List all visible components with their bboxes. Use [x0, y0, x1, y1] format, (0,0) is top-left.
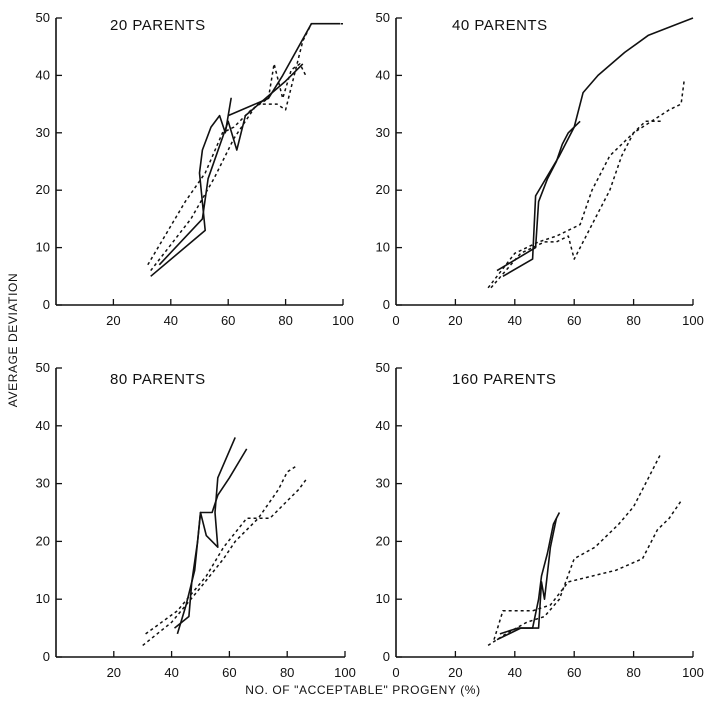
- series-line-dashed-3: [490, 81, 685, 289]
- y-tick-label: 10: [36, 591, 50, 606]
- x-tick-label: 60: [567, 665, 581, 680]
- y-tick-label: 40: [36, 418, 50, 433]
- y-tick-label: 30: [376, 476, 390, 491]
- series-line-solid-1: [496, 512, 561, 641]
- x-tick-label: 60: [222, 665, 236, 680]
- x-tick-label: 80: [626, 665, 640, 680]
- y-tick-label: 10: [376, 591, 390, 606]
- y-tick-label: 20: [376, 533, 390, 548]
- y-tick-label: 50: [376, 360, 390, 375]
- series-line-dashed-4: [487, 120, 664, 289]
- series-line-dashed-4: [493, 500, 682, 640]
- y-tick-label: 20: [36, 182, 50, 197]
- series-line-solid-2: [499, 518, 558, 635]
- panel-title: 160 PARENTS: [452, 371, 556, 388]
- series-line-solid-2: [173, 448, 248, 629]
- chart-panel-1: 0 10 20 30 40 50 20 40 60 80 100 20 PARENTS: [36, 10, 354, 328]
- series-line-solid-2: [502, 17, 694, 277]
- x-tick-label: 40: [164, 665, 178, 680]
- y-tick-label: 30: [36, 476, 50, 491]
- chart-panel-3: 0 10 20 30 40 50 20 40 60 80 100 80 PARENTS: [36, 360, 356, 680]
- y-tick-label: 30: [36, 125, 50, 140]
- x-tick-label: 100: [332, 313, 354, 328]
- series-line-solid-2: [158, 63, 304, 266]
- panel-title: 40 PARENTS: [452, 17, 548, 34]
- y-tick-label: 10: [376, 240, 390, 255]
- y-tick-label: 50: [36, 360, 50, 375]
- panel-title: 80 PARENTS: [110, 371, 206, 388]
- x-tick-label: 0: [392, 313, 399, 328]
- series-line-dashed-3: [487, 454, 661, 647]
- x-tick-label: 60: [567, 313, 581, 328]
- x-tick-label: 40: [508, 665, 522, 680]
- series-line-dashed-3: [147, 63, 307, 266]
- panel-title: 20 PARENTS: [110, 17, 206, 34]
- x-tick-label: 100: [682, 665, 704, 680]
- y-tick-label: 0: [383, 649, 390, 664]
- series-line-dashed-4: [150, 22, 343, 272]
- x-tick-label: 20: [107, 665, 121, 680]
- y-tick-label: 20: [36, 533, 50, 548]
- series-line-solid-1: [176, 437, 236, 635]
- x-tick-label: 100: [682, 313, 704, 328]
- x-tick-label: 20: [448, 665, 462, 680]
- y-tick-label: 50: [36, 10, 50, 25]
- x-tick-label: 0: [392, 665, 399, 680]
- x-tick-label: 20: [106, 313, 120, 328]
- chart-panel-2: 0 10 20 30 40 50 0 20 40 60 80 100 40 PARENTS: [376, 10, 704, 328]
- y-tick-label: 20: [376, 182, 390, 197]
- y-tick-label: 0: [43, 649, 50, 664]
- y-tick-label: 0: [43, 297, 50, 312]
- series-line-solid-1: [496, 120, 581, 272]
- x-tick-label: 100: [334, 665, 356, 680]
- series-line-dashed-4: [145, 477, 309, 635]
- y-tick-label: 30: [376, 125, 390, 140]
- y-tick-label: 40: [36, 67, 50, 82]
- x-tick-label: 40: [508, 313, 522, 328]
- x-tick-label: 80: [278, 313, 292, 328]
- x-tick-label: 40: [164, 313, 178, 328]
- y-tick-label: 50: [376, 10, 390, 25]
- y-tick-label: 40: [376, 418, 390, 433]
- y-tick-label: 40: [376, 67, 390, 82]
- y-tick-label: 10: [36, 240, 50, 255]
- y-axis-label: AVERAGE DEVIATION: [6, 273, 20, 407]
- chart-panel-4: 0 10 20 30 40 50 0 20 40 60 80 100 160 PARENTS: [376, 360, 704, 680]
- series-line-solid-1: [150, 22, 341, 277]
- x-tick-label: 80: [280, 665, 294, 680]
- x-tick-label: 60: [221, 313, 235, 328]
- x-tick-label: 20: [448, 313, 462, 328]
- x-axis-label: NO. OF "ACCEPTABLE" PROGENY (%): [245, 683, 480, 697]
- y-tick-label: 0: [383, 297, 390, 312]
- series-line-dashed-3: [142, 465, 297, 646]
- x-tick-label: 80: [626, 313, 640, 328]
